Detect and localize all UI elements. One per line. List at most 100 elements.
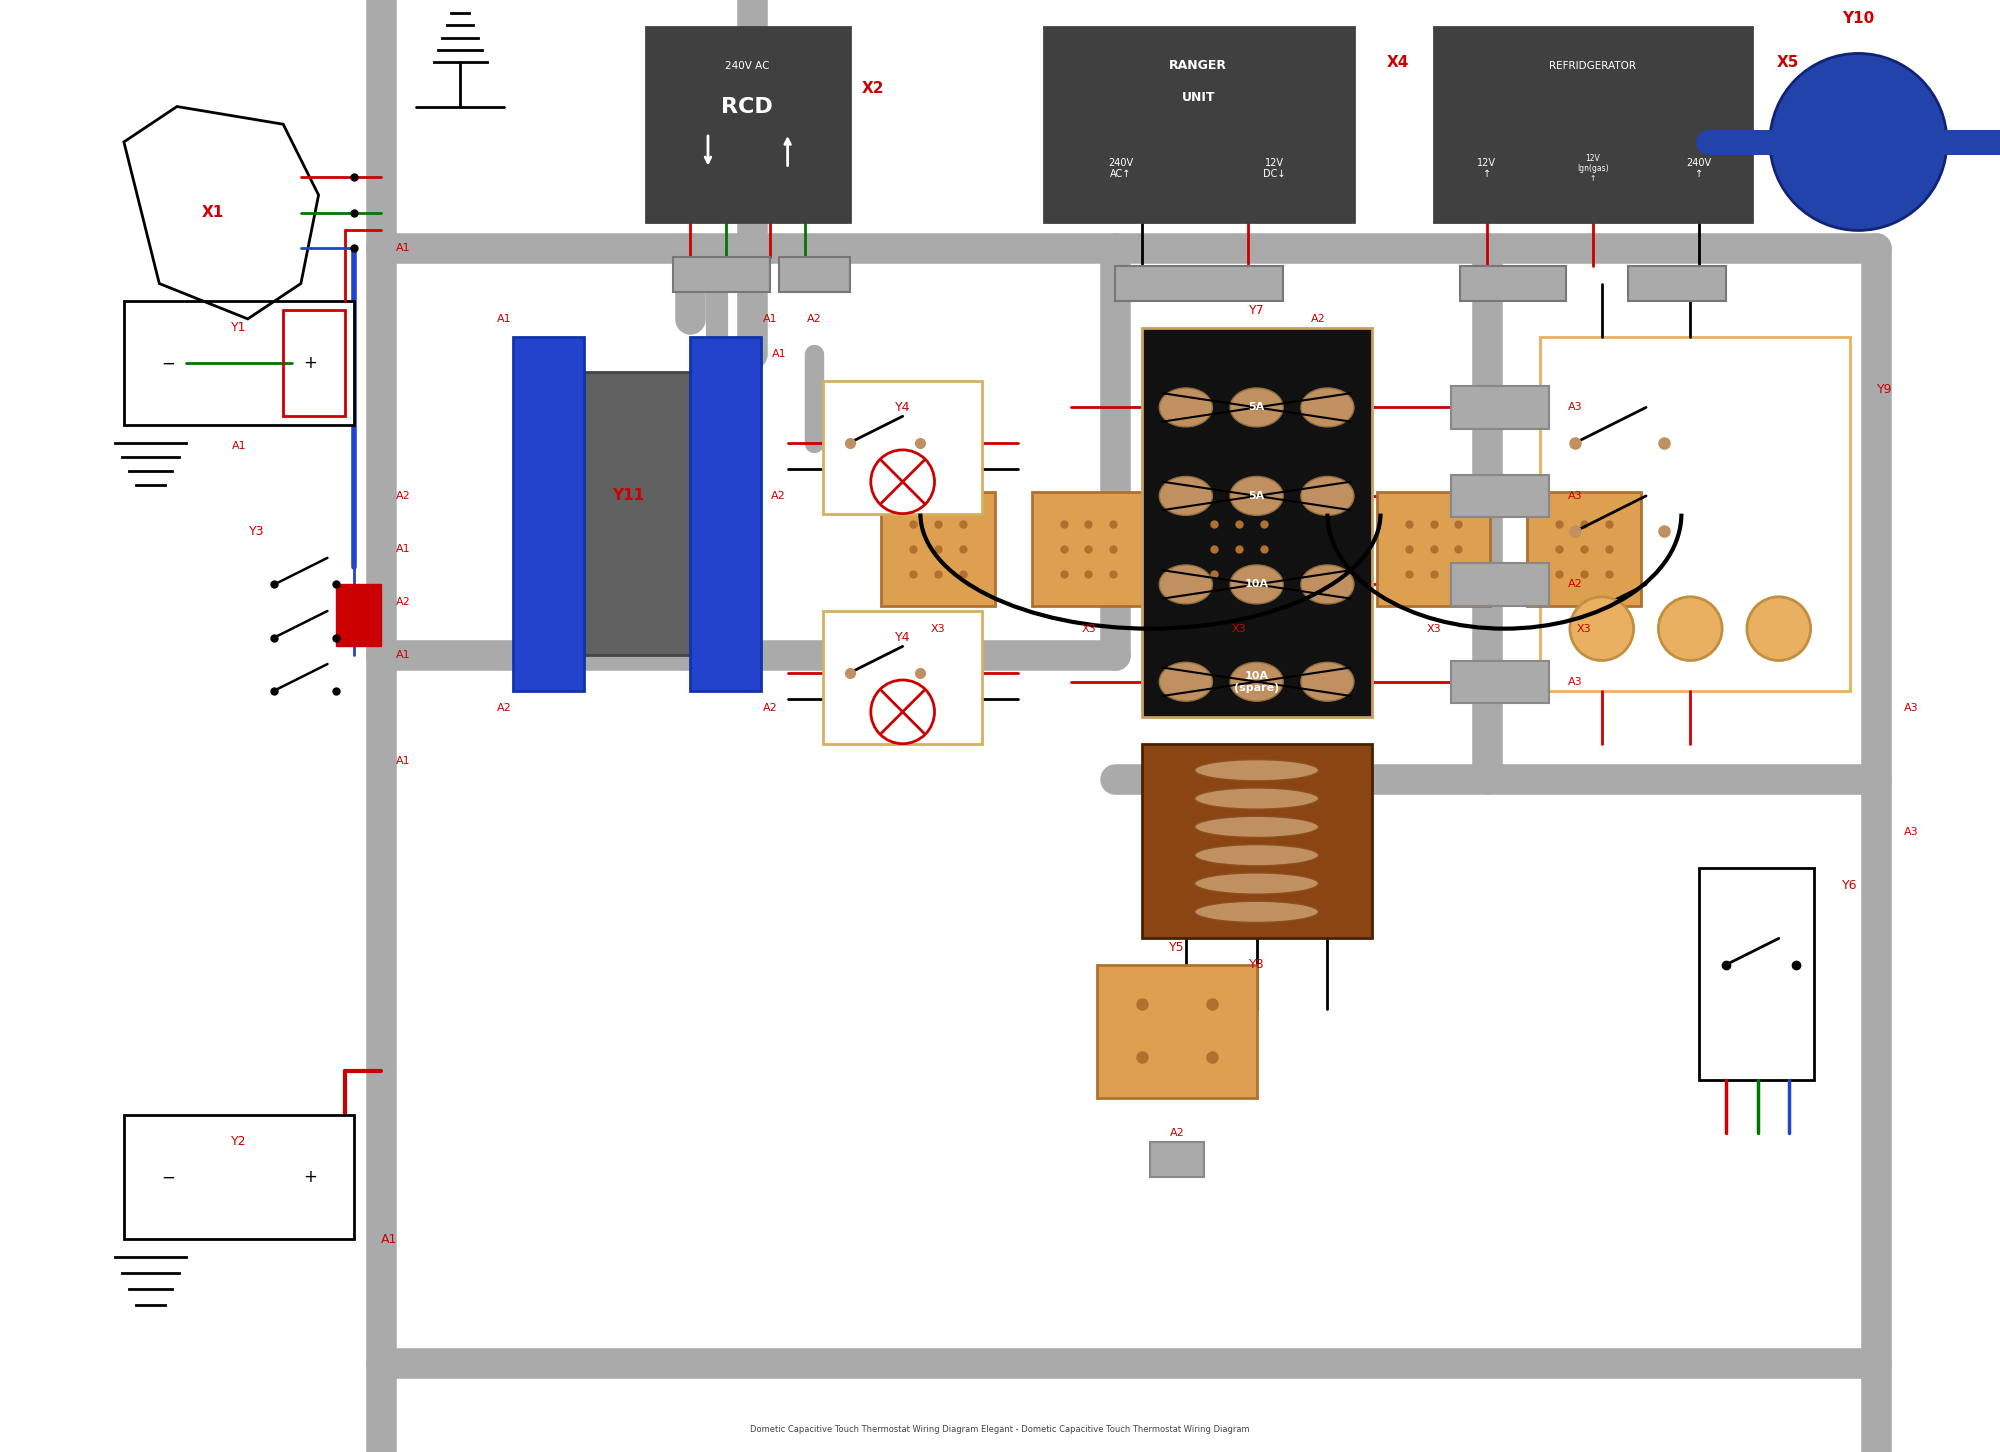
Text: Y6: Y6 (1842, 878, 1858, 892)
Ellipse shape (1160, 388, 1212, 427)
Bar (566, 372, 708, 655)
Bar (672, 257, 770, 292)
Circle shape (870, 680, 934, 743)
Ellipse shape (1194, 816, 1318, 838)
Ellipse shape (1300, 565, 1354, 604)
Ellipse shape (1230, 565, 1284, 604)
Text: Y7: Y7 (1248, 303, 1264, 317)
Bar (1044, 28, 1354, 222)
Ellipse shape (1194, 788, 1318, 809)
Ellipse shape (1160, 476, 1212, 515)
Circle shape (1770, 54, 1946, 231)
Text: Y4: Y4 (894, 401, 910, 414)
Bar (1628, 266, 1726, 301)
Text: 240V
↑: 240V ↑ (1686, 158, 1712, 179)
Text: −: − (162, 1169, 176, 1186)
Bar (882, 492, 994, 605)
Bar (1032, 492, 1146, 605)
Text: A1: A1 (396, 650, 410, 661)
Bar (1116, 266, 1284, 301)
Ellipse shape (1300, 662, 1354, 701)
Text: Y4: Y4 (894, 632, 910, 645)
Bar (690, 337, 762, 691)
Ellipse shape (1300, 476, 1354, 515)
Text: Y2: Y2 (232, 1135, 246, 1149)
Text: A1: A1 (772, 350, 786, 359)
Text: REFRIDGERATOR: REFRIDGERATOR (1550, 61, 1636, 71)
Text: A1: A1 (382, 1233, 398, 1246)
Bar (1376, 492, 1490, 605)
Text: 10A
(spare): 10A (spare) (1234, 671, 1280, 693)
Text: UNIT: UNIT (1182, 91, 1214, 105)
Circle shape (1746, 597, 1810, 661)
Text: A2: A2 (1568, 579, 1582, 590)
Bar (778, 257, 850, 292)
Bar (284, 311, 346, 417)
Bar (1528, 492, 1640, 605)
Ellipse shape (1230, 662, 1284, 701)
Bar (1700, 868, 1814, 1080)
Text: A2: A2 (498, 703, 512, 713)
Text: A2: A2 (762, 703, 778, 713)
Bar (1098, 966, 1256, 1098)
Text: Y10: Y10 (1842, 10, 1874, 26)
Bar (1182, 492, 1296, 605)
Ellipse shape (1194, 759, 1318, 781)
Text: X3: X3 (1232, 624, 1246, 633)
Text: Y3: Y3 (248, 524, 264, 537)
Text: X4: X4 (1388, 55, 1410, 70)
Text: Y1: Y1 (232, 321, 246, 334)
Text: A3: A3 (1568, 491, 1582, 501)
Text: 240V AC: 240V AC (724, 61, 770, 71)
Circle shape (1658, 597, 1722, 661)
Text: X3: X3 (1426, 624, 1440, 633)
Bar (1452, 563, 1548, 605)
Text: X1: X1 (202, 205, 224, 221)
Text: A1: A1 (396, 544, 410, 555)
Bar (1142, 328, 1372, 717)
Ellipse shape (1300, 388, 1354, 427)
Text: A1: A1 (762, 314, 778, 324)
Bar (1142, 743, 1372, 938)
Text: Y11: Y11 (612, 488, 644, 504)
Text: A3: A3 (1568, 402, 1582, 412)
Text: A1: A1 (396, 756, 410, 767)
Bar (1434, 28, 1752, 222)
Bar (124, 301, 354, 425)
Bar (1452, 661, 1548, 703)
Text: Y8: Y8 (1248, 958, 1264, 971)
Text: X2: X2 (862, 81, 884, 96)
Text: A3: A3 (1568, 677, 1582, 687)
Bar (514, 337, 584, 691)
Text: −: − (162, 354, 176, 372)
Ellipse shape (1194, 845, 1318, 865)
Circle shape (870, 450, 934, 514)
Circle shape (1570, 597, 1634, 661)
Text: A2: A2 (1312, 314, 1326, 324)
Text: A2: A2 (396, 491, 410, 501)
Text: X3: X3 (930, 624, 946, 633)
Ellipse shape (1230, 388, 1284, 427)
Text: 12V
Ign(gas)
↑: 12V Ign(gas) ↑ (1578, 154, 1608, 183)
Text: 12V
DC↓: 12V DC↓ (1264, 158, 1286, 179)
Bar (1540, 337, 1850, 691)
Text: A3: A3 (1904, 703, 1918, 713)
Text: Y5: Y5 (1170, 941, 1184, 954)
Text: 10A: 10A (1244, 579, 1268, 590)
Text: A2: A2 (1170, 1128, 1184, 1138)
Bar (1452, 386, 1548, 428)
Text: A2: A2 (396, 597, 410, 607)
Text: A1: A1 (232, 441, 246, 452)
Text: A1: A1 (498, 314, 512, 324)
Text: A1: A1 (396, 242, 410, 253)
Bar (824, 380, 982, 514)
Text: +: + (302, 1169, 316, 1186)
Text: A2: A2 (806, 314, 822, 324)
Bar (1452, 475, 1548, 517)
Bar (646, 28, 850, 222)
Ellipse shape (1194, 902, 1318, 922)
Text: RCD: RCD (722, 96, 772, 116)
Text: 12V
↑: 12V ↑ (1478, 158, 1496, 179)
Bar (824, 611, 982, 743)
Text: Y9: Y9 (1878, 383, 1892, 396)
